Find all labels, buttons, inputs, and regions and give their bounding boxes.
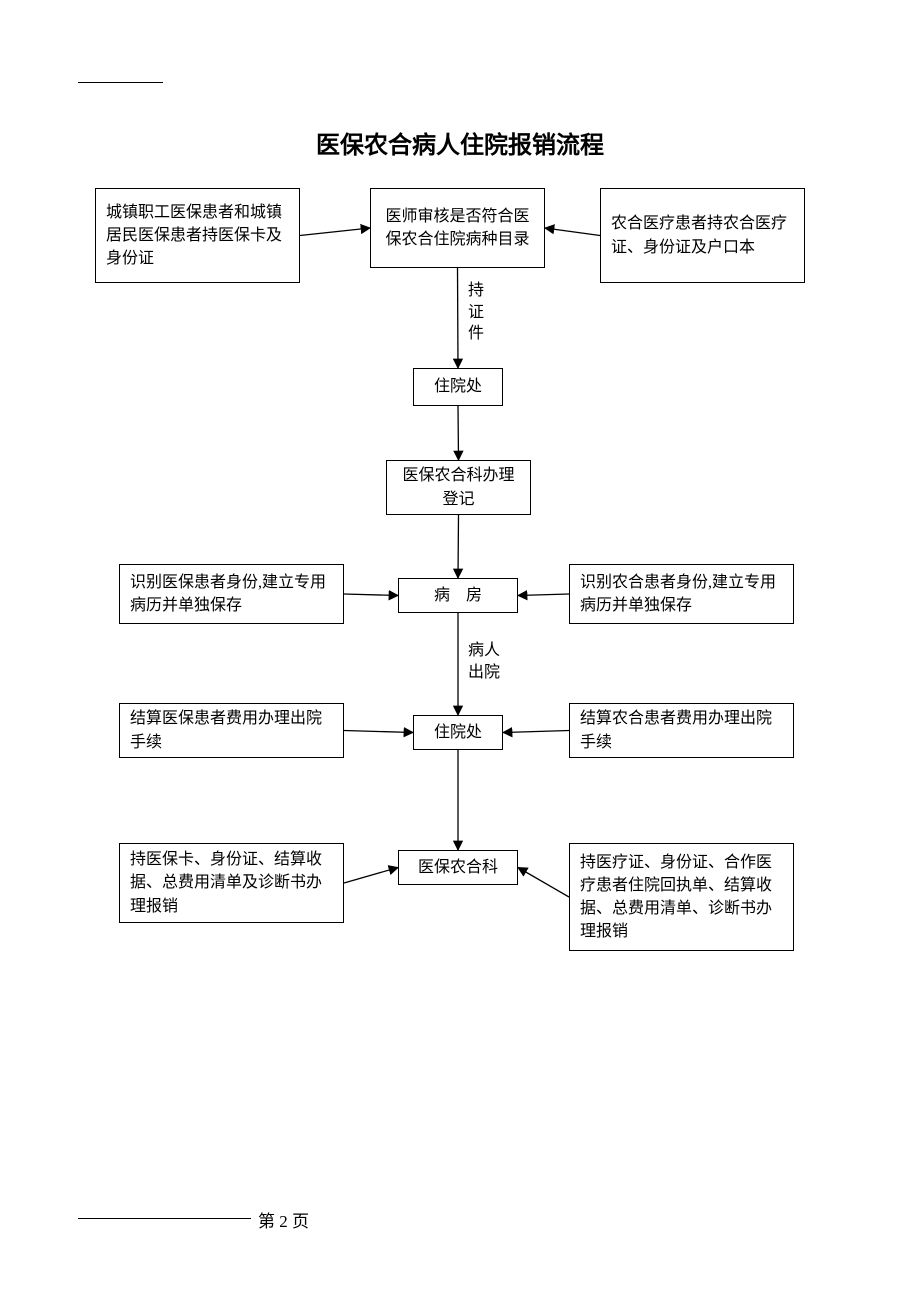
page-number: 第 2 页 — [258, 1207, 309, 1232]
flow-node-n7: 病 房 — [398, 578, 518, 613]
header-rule — [78, 82, 163, 83]
edge-n14-n13 — [518, 868, 569, 898]
edge-n3-n2 — [545, 228, 600, 236]
flow-node-n14: 持医疗证、身份证、合作医疗患者住院回执单、结算收据、总费用清单、诊断书办理报销 — [569, 843, 794, 951]
flow-node-n10: 住院处 — [413, 715, 503, 750]
edge-n5-n7 — [458, 515, 459, 578]
flow-node-n13: 医保农合科 — [398, 850, 518, 885]
flow-node-n11: 结算农合患者费用办理出院手续 — [569, 703, 794, 758]
edge-n9-n10 — [344, 731, 413, 733]
flow-node-n3: 农合医疗患者持农合医疗证、身份证及户口本 — [600, 188, 805, 283]
flow-node-n8: 识别农合患者身份,建立专用病历并单独保存 — [569, 564, 794, 624]
edge-n12-n13 — [344, 868, 398, 884]
flow-node-n9: 结算医保患者费用办理出院手续 — [119, 703, 344, 758]
flow-node-n6: 识别医保患者身份,建立专用病历并单独保存 — [119, 564, 344, 624]
flow-node-n4: 住院处 — [413, 368, 503, 406]
footer-rule — [78, 1218, 251, 1219]
flow-node-n12: 持医保卡、身份证、结算收据、总费用清单及诊断书办理报销 — [119, 843, 344, 923]
flow-node-n1: 城镇职工医保患者和城镇居民医保患者持医保卡及身份证 — [95, 188, 300, 283]
edge-n11-n10 — [503, 731, 569, 733]
edge-label-l1: 持证件 — [468, 280, 484, 345]
edge-n8-n7 — [518, 594, 569, 596]
flow-node-n2: 医师审核是否符合医保农合住院病种目录 — [370, 188, 545, 268]
edge-n1-n2 — [300, 228, 370, 236]
page-title: 医保农合病人住院报销流程 — [0, 125, 920, 160]
edge-n6-n7 — [344, 594, 398, 596]
flow-node-n5: 医保农合科办理登记 — [386, 460, 531, 515]
edge-label-l2: 病人出院 — [468, 640, 500, 683]
edge-n4-n5 — [458, 406, 459, 460]
edge-n2-n4 — [458, 268, 459, 368]
page: 医保农合病人住院报销流程 城镇职工医保患者和城镇居民医保患者持医保卡及身份证医师… — [0, 0, 920, 1302]
